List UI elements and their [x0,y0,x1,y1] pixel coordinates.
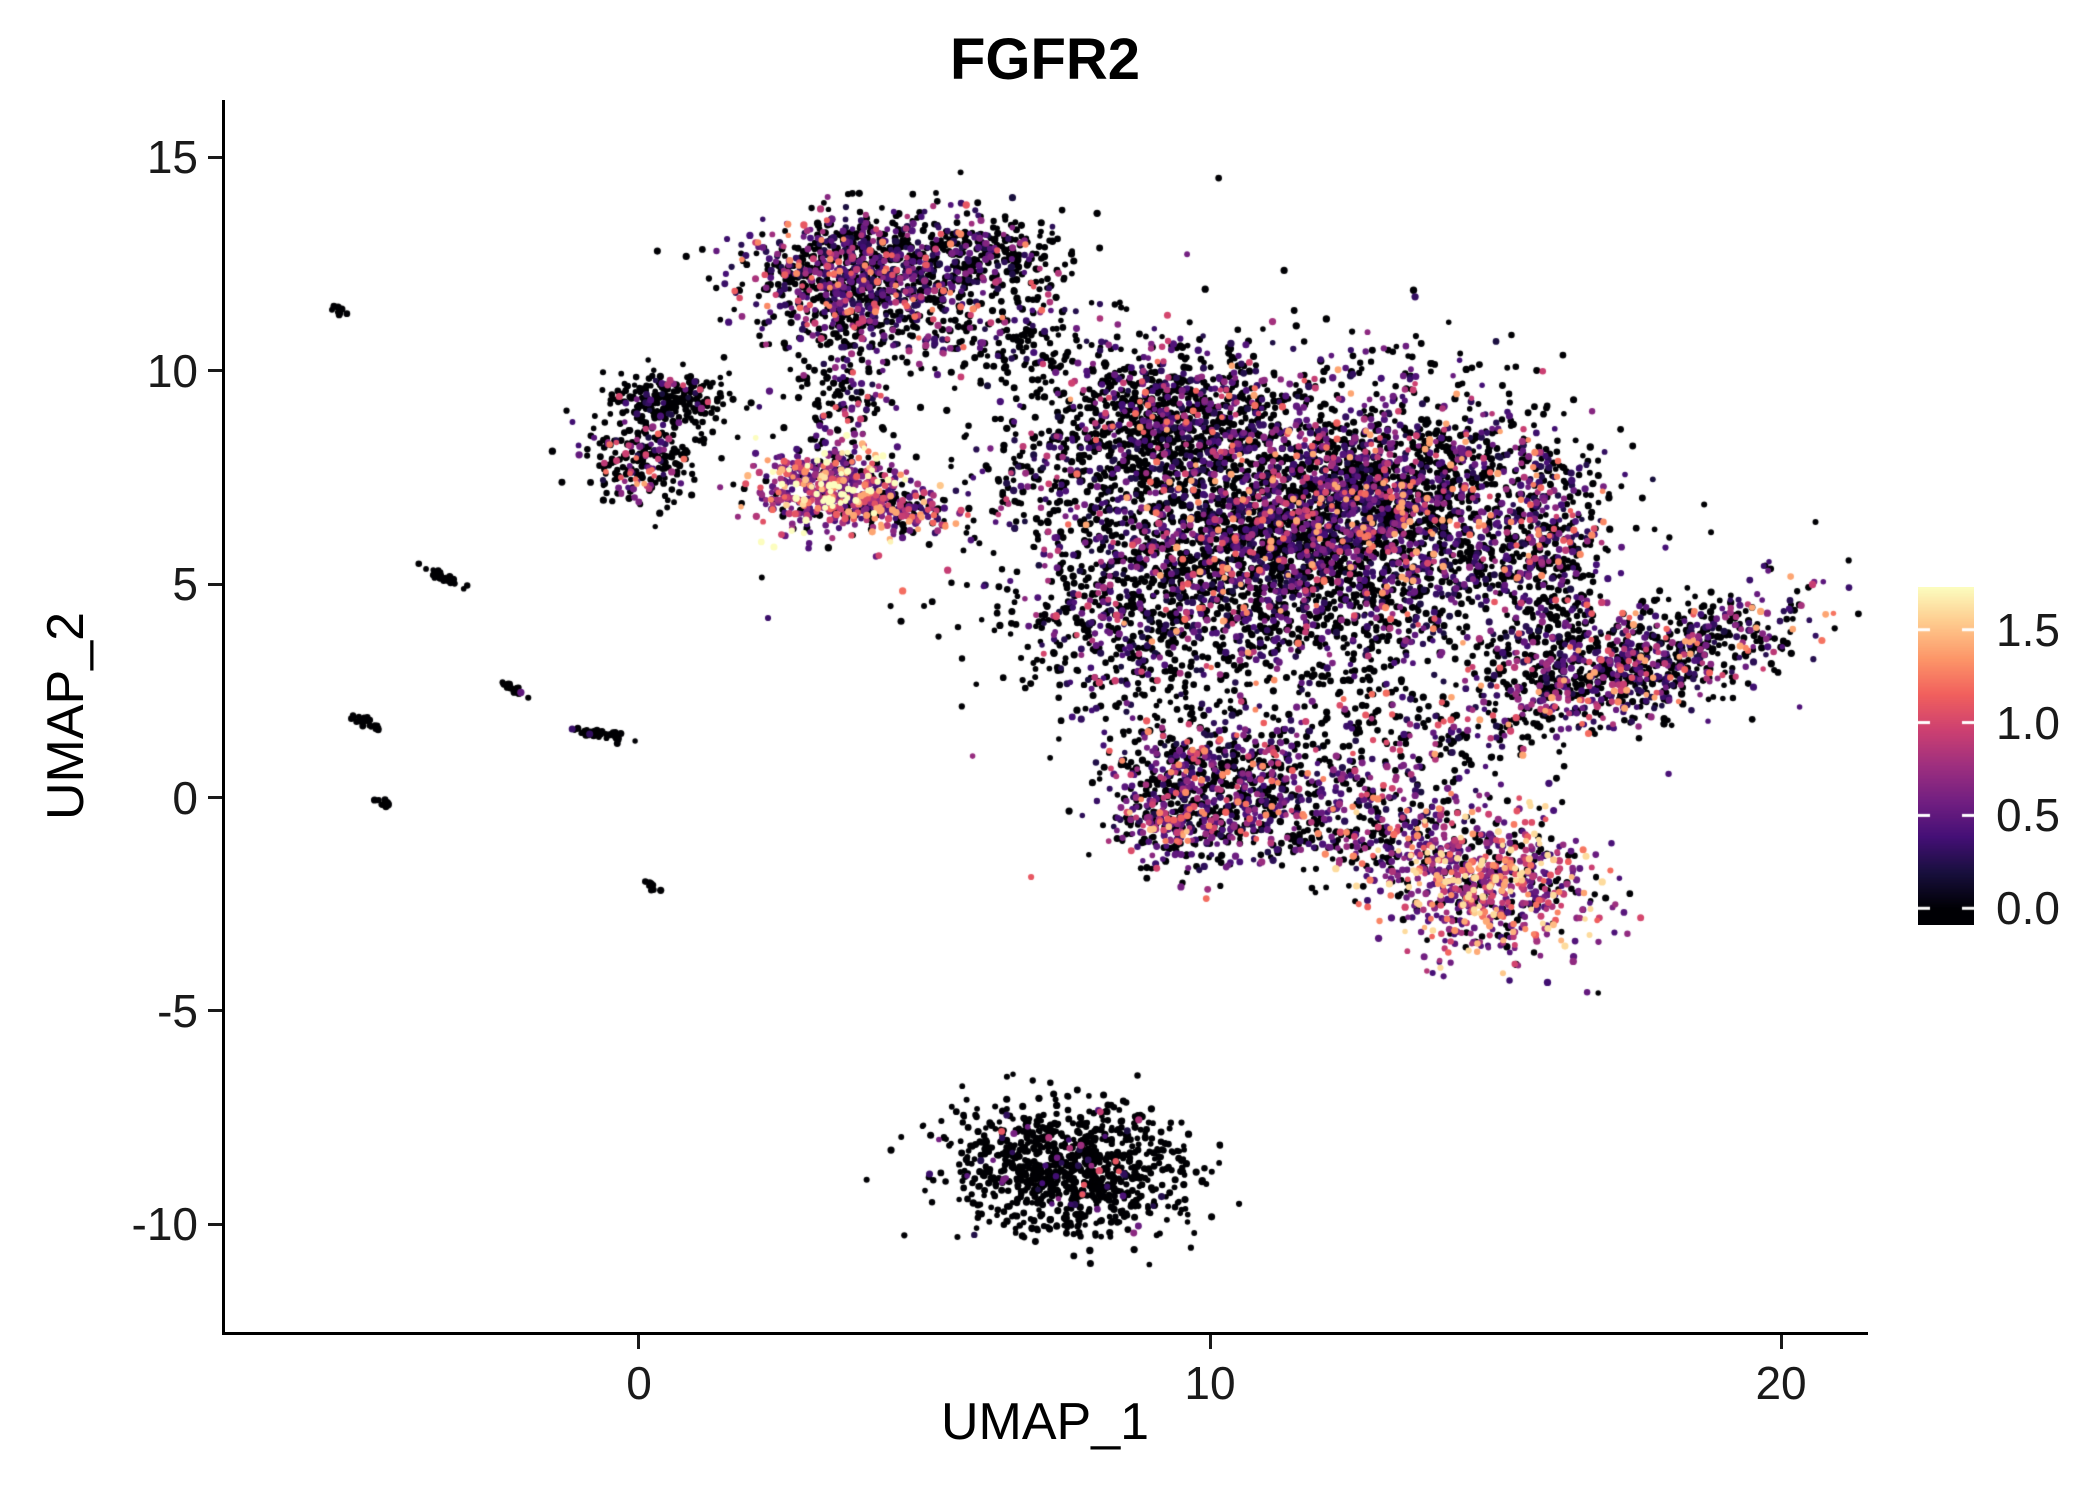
colorbar-tick-label: 0.0 [1996,882,2060,935]
plot-title: FGFR2 [949,27,1141,92]
x-tick-label: 20 [1755,1357,1807,1409]
y-tick-label: 5 [172,558,198,611]
x-tick-label: 10 [1184,1357,1236,1409]
x-axis-line [222,1332,1868,1335]
y-tick-label: 15 [146,131,198,184]
x-axis-label: UMAP_1 [940,1393,1150,1451]
y-axis-line [222,100,225,1335]
x-tick-mark [637,1335,641,1349]
y-tick-label: 10 [146,344,198,397]
y-tick-mark [208,1222,222,1226]
y-tick-mark [208,1009,222,1013]
scatter-canvas [225,100,1865,1332]
colorbar-tick-label: 0.5 [1996,789,2060,842]
y-axis-label: UMAP_2 [37,611,95,821]
x-tick-label: 0 [626,1357,652,1409]
y-tick-mark [208,369,222,373]
x-tick-mark [1208,1335,1212,1349]
y-tick-label: -10 [131,1198,198,1251]
y-tick-label: 0 [172,771,198,824]
x-tick-mark [1779,1335,1783,1349]
colorbar-gradient [1918,587,1974,925]
y-tick-mark [208,796,222,800]
y-tick-mark [208,582,222,586]
colorbar-tick-label: 1.0 [1996,696,2060,749]
y-tick-mark [208,155,222,159]
colorbar-tick-label: 1.5 [1996,603,2060,656]
y-tick-label: -5 [157,984,198,1037]
